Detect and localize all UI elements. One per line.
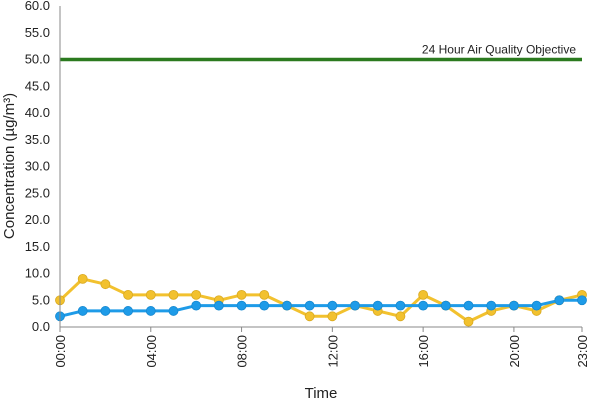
y-tick-label: 40.0 (25, 105, 50, 120)
series-2-point (213, 300, 224, 311)
x-tick-label: 12:00 (325, 335, 340, 368)
y-tick-label: 20.0 (25, 212, 50, 227)
series-2-point (463, 300, 474, 311)
y-tick-label: 25.0 (25, 185, 50, 200)
series-2-point (236, 300, 247, 311)
series-1-point (327, 311, 338, 322)
series-2-point (395, 300, 406, 311)
y-tick-label: 10.0 (25, 266, 50, 281)
x-tick-label: 08:00 (235, 335, 250, 368)
series-2-point (554, 295, 565, 306)
y-tick-label: 60.0 (25, 0, 50, 13)
y-tick-label: 55.0 (25, 25, 50, 40)
y-tick-label: 0.0 (32, 319, 50, 334)
series-2-point (100, 306, 111, 316)
series-2-point (531, 300, 542, 311)
series-1-point (304, 311, 315, 322)
series-2-point (350, 300, 360, 311)
series-2-point (440, 300, 451, 311)
series-group (55, 273, 587, 327)
y-tick-label: 50.0 (25, 52, 50, 67)
series-2-point (577, 295, 587, 306)
y-axis-ticks: 0.0 5.0 10.0 15.0 20.0 25.0 30.0 35.0 40.0 45.0 50… (25, 0, 50, 334)
x-axis-ticks: 00:00 04:00 08:00 12:00 16:00 20:00 23:00 (53, 327, 590, 368)
objective-line-label: 24 Hour Air Quality Objective (422, 43, 576, 57)
series-2-point (304, 300, 315, 311)
x-tick-label: 20:00 (507, 335, 522, 368)
series-2-point (77, 306, 88, 316)
series-2-point (372, 300, 383, 311)
series-2-point (191, 300, 202, 311)
series-1-line (58, 277, 583, 324)
x-tick-label: 16:00 (416, 335, 431, 368)
series-1-point (259, 289, 270, 300)
x-tick-label: 00:00 (53, 335, 68, 368)
series-2-point (282, 300, 292, 311)
series-1-point (100, 279, 111, 290)
y-tick-label: 30.0 (25, 159, 50, 174)
series-1-point (123, 289, 133, 300)
series-1-point (395, 311, 406, 322)
series-1-point (168, 289, 179, 300)
y-axis-title: Concentration (µg/m³) (1, 93, 18, 239)
series-2-point (259, 300, 270, 311)
series-2-point (123, 306, 133, 316)
x-tick-label: 23:00 (575, 335, 590, 368)
series-2-point (327, 300, 338, 311)
series-2-point (486, 300, 497, 311)
series-1-point (236, 289, 247, 300)
series-1-point (418, 289, 429, 300)
series-1-point (77, 273, 88, 284)
y-tick-label: 15.0 (25, 239, 50, 254)
series-2-point (418, 300, 429, 311)
series-1-point (463, 316, 474, 327)
x-tick-label: 04:00 (144, 335, 159, 368)
series-1-point (145, 289, 156, 300)
x-axis-title: Time (305, 385, 338, 400)
series-2-point (509, 300, 519, 311)
reference-line-group: 24 Hour Air Quality Objective (60, 43, 582, 62)
y-tick-label: 5.0 (32, 292, 50, 307)
series-2-point (145, 306, 156, 316)
series-2-point (168, 306, 179, 316)
series-1-point (191, 289, 202, 300)
y-tick-label: 45.0 (25, 78, 50, 93)
y-tick-label: 35.0 (25, 132, 50, 147)
